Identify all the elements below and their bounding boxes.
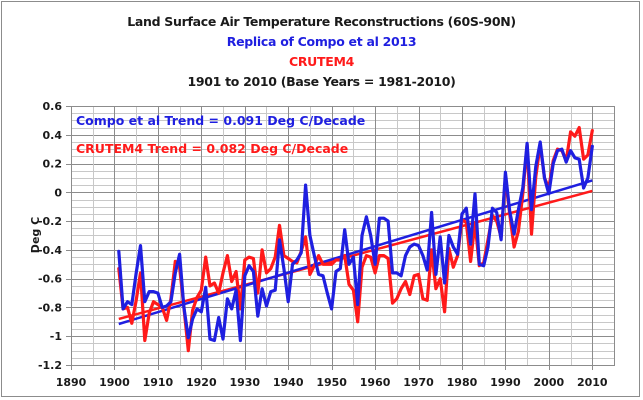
x-tick-label: 1980 (447, 376, 478, 389)
chart-subtitle-crutem4: CRUTEM4 (288, 54, 355, 69)
x-tick-label: 1910 (143, 376, 174, 389)
x-tick-label: 1970 (403, 376, 434, 389)
x-tick-label: 2010 (577, 376, 608, 389)
series-lines (117, 125, 594, 353)
x-axis-ticks: 1890 1900 1910 1920 1930 1940 1950 1960 1970 1980… (56, 365, 608, 389)
y-tick-label: -0.6 (38, 273, 62, 286)
x-tick-label: 1900 (99, 376, 130, 389)
y-axis-label: Deg C (29, 217, 42, 253)
x-tick-label: 1940 (273, 376, 304, 389)
x-tick-label: 1890 (56, 376, 87, 389)
y-tick-label: -0.4 (38, 244, 62, 257)
compo-series-line (117, 140, 594, 343)
plot-area-border (71, 106, 615, 366)
x-tick-label: 1960 (360, 376, 391, 389)
x-tick-label: 1950 (316, 376, 347, 389)
y-tick-label: -1 (50, 330, 62, 343)
x-tick-label: 2000 (534, 376, 565, 389)
x-tick-label: 1920 (186, 376, 217, 389)
x-tick-label: 1930 (229, 376, 260, 389)
y-tick-label: 0.2 (43, 158, 63, 171)
y-tick-label: 0.6 (43, 100, 63, 113)
y-tick-label: 0 (54, 186, 62, 199)
annotation-crutem4-trend: CRUTEM4 Trend = 0.082 Deg C/Decade (76, 141, 348, 156)
y-tick-label: -0.8 (38, 301, 62, 314)
y-axis-ticks: -1.2 -1 -0.8 -0.6 -0.4 -0.2 0 0.2 0.4 0.6 (38, 100, 71, 372)
annotation-compo-trend: Compo et al Trend = 0.091 Deg C/Decade (76, 113, 365, 128)
y-tick-label: 0.4 (43, 129, 63, 142)
chart-title: Land Surface Air Temperature Reconstruct… (127, 14, 516, 29)
chart-subtitle-period: 1901 to 2010 (Base Years = 1981-2010) (187, 74, 456, 89)
y-tick-label: -0.2 (38, 215, 62, 228)
y-tick-label: -1.2 (38, 359, 62, 372)
chart-subtitle-compo: Replica of Compo et al 2013 (226, 34, 417, 49)
crutem4-series-line (117, 125, 594, 353)
x-tick-label: 1990 (490, 376, 521, 389)
